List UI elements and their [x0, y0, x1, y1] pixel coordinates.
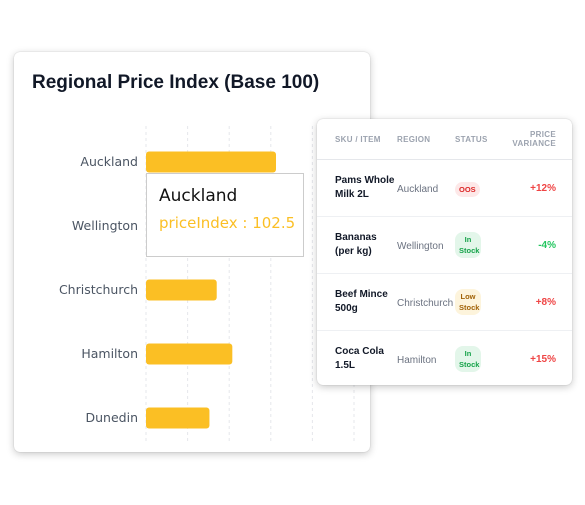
status-badge-in-stock: In Stock: [455, 346, 481, 372]
status-badge-line2: Stock: [459, 246, 480, 255]
sku-name-line1: Pams Whole: [335, 175, 395, 186]
bar-hamilton[interactable]: [146, 343, 233, 365]
table-row[interactable]: Pams Whole Milk 2L Auckland OOS +12%: [317, 159, 572, 217]
region-label: Wellington: [397, 241, 444, 252]
table-row[interactable]: Bananas (per kg) Wellington In Stock -4%: [317, 216, 572, 274]
status-badge-line1: In: [464, 349, 472, 358]
sku-cell: Coca Cola 1.5L: [317, 331, 397, 388]
status-badge-oos: OOS: [455, 182, 480, 197]
bar-dunedin[interactable]: [146, 407, 210, 429]
tooltip-title: Auckland: [159, 186, 238, 206]
status-cell: In Stock: [455, 331, 509, 388]
table-row[interactable]: Beef Mince 500g Christchurch Low Stock +…: [317, 273, 572, 331]
price-variance: +8%: [509, 273, 572, 331]
sku-name-line1: Beef Mince: [335, 289, 388, 300]
sku-name-line2: 500g: [335, 303, 358, 314]
sku-name-line1: Coca Cola: [335, 346, 384, 357]
status-badge-line1: Low: [460, 292, 476, 301]
sku-price-table: SKU / ITEM REGION STATUS PRICE VARIANCE …: [317, 119, 572, 387]
bar-auckland[interactable]: [146, 151, 276, 173]
table-header-row: SKU / ITEM REGION STATUS PRICE VARIANCE: [317, 119, 572, 160]
sku-cell: Beef Mince 500g: [317, 273, 397, 331]
region-cell: Hamilton: [397, 331, 455, 388]
chart-title: Regional Price Index (Base 100): [32, 72, 320, 93]
status-badge-line2: Stock: [459, 303, 480, 312]
sku-table-card: SKU / ITEM REGION STATUS PRICE VARIANCE …: [317, 119, 572, 385]
sku-name-line2: Milk 2L: [335, 189, 369, 200]
region-label: Christchurch: [397, 298, 454, 309]
status-badge-line1: In: [464, 235, 472, 244]
header-price-variance: PRICE VARIANCE: [509, 119, 572, 160]
header-sku: SKU / ITEM: [317, 119, 397, 160]
price-index-chart-card: Auckland Wellington Christchurch Hamilton Du…: [14, 52, 370, 452]
price-variance: +15%: [530, 353, 556, 365]
status-badge-line2: Stock: [459, 360, 480, 369]
status-cell: Low Stock: [455, 273, 509, 331]
status-cell: OOS: [455, 159, 509, 217]
status-cell: In Stock: [455, 216, 509, 274]
chart-tooltip: Auckland priceIndex : 102.5: [146, 173, 304, 257]
region-cell: Wellington: [397, 216, 455, 274]
sku-cell: Pams Whole Milk 2L: [317, 159, 397, 217]
status-badge-low-stock: Low Stock: [455, 289, 481, 315]
price-variance: -4%: [509, 216, 572, 274]
sku-name-line2: 1.5L: [335, 360, 356, 371]
sku-name-line1: Bananas: [335, 232, 377, 243]
y-tick-label-dunedin: Dunedin: [86, 410, 139, 425]
y-tick-label-hamilton: Hamilton: [81, 346, 138, 361]
status-badge-text: OOS: [459, 185, 476, 194]
header-region: REGION: [397, 119, 455, 160]
header-variance-line1: PRICE: [530, 130, 556, 139]
y-tick-label-wellington: Wellington: [72, 218, 138, 233]
region-cell: Christchurch: [397, 273, 455, 331]
region-label: Hamilton: [397, 355, 437, 366]
region-label: Auckland: [397, 184, 439, 195]
region-cell: Auckland: [397, 159, 455, 217]
table-row[interactable]: Coca Cola 1.5L Hamilton In Stock +15%: [317, 331, 572, 388]
sku-cell: Bananas (per kg): [317, 216, 397, 274]
status-badge-in-stock: In Stock: [455, 232, 481, 258]
y-tick-label-auckland: Auckland: [80, 154, 138, 169]
tooltip-value: priceIndex : 102.5: [159, 214, 296, 232]
header-variance-line2: VARIANCE: [512, 139, 556, 148]
header-status: STATUS: [455, 119, 509, 160]
bar-christchurch[interactable]: [146, 279, 217, 301]
sku-name-line2: (per kg): [335, 246, 372, 257]
y-tick-label-christchurch: Christchurch: [59, 282, 138, 297]
price-variance: +12%: [509, 159, 572, 217]
